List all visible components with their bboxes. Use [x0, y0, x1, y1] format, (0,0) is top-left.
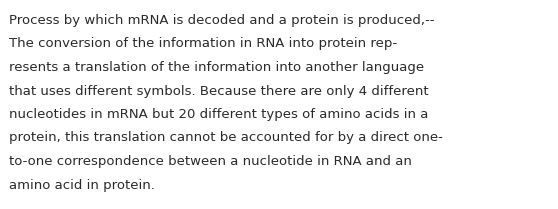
Text: The conversion of the information in RNA into protein rep-: The conversion of the information in RNA… [9, 37, 397, 51]
Text: protein, this translation cannot be accounted for by a direct one-: protein, this translation cannot be acco… [9, 131, 443, 144]
Text: that uses different symbols. Because there are only 4 different: that uses different symbols. Because the… [9, 84, 429, 98]
Text: to-one correspondence between a nucleotide in RNA and an: to-one correspondence between a nucleoti… [9, 155, 412, 168]
Text: nucleotides in mRNA but 20 different types of amino acids in a: nucleotides in mRNA but 20 different typ… [9, 108, 429, 121]
Text: resents a translation of the information into another language: resents a translation of the information… [9, 61, 424, 74]
Text: Process by which mRNA is decoded and a protein is produced,--: Process by which mRNA is decoded and a p… [9, 14, 435, 27]
Text: amino acid in protein.: amino acid in protein. [9, 178, 155, 191]
